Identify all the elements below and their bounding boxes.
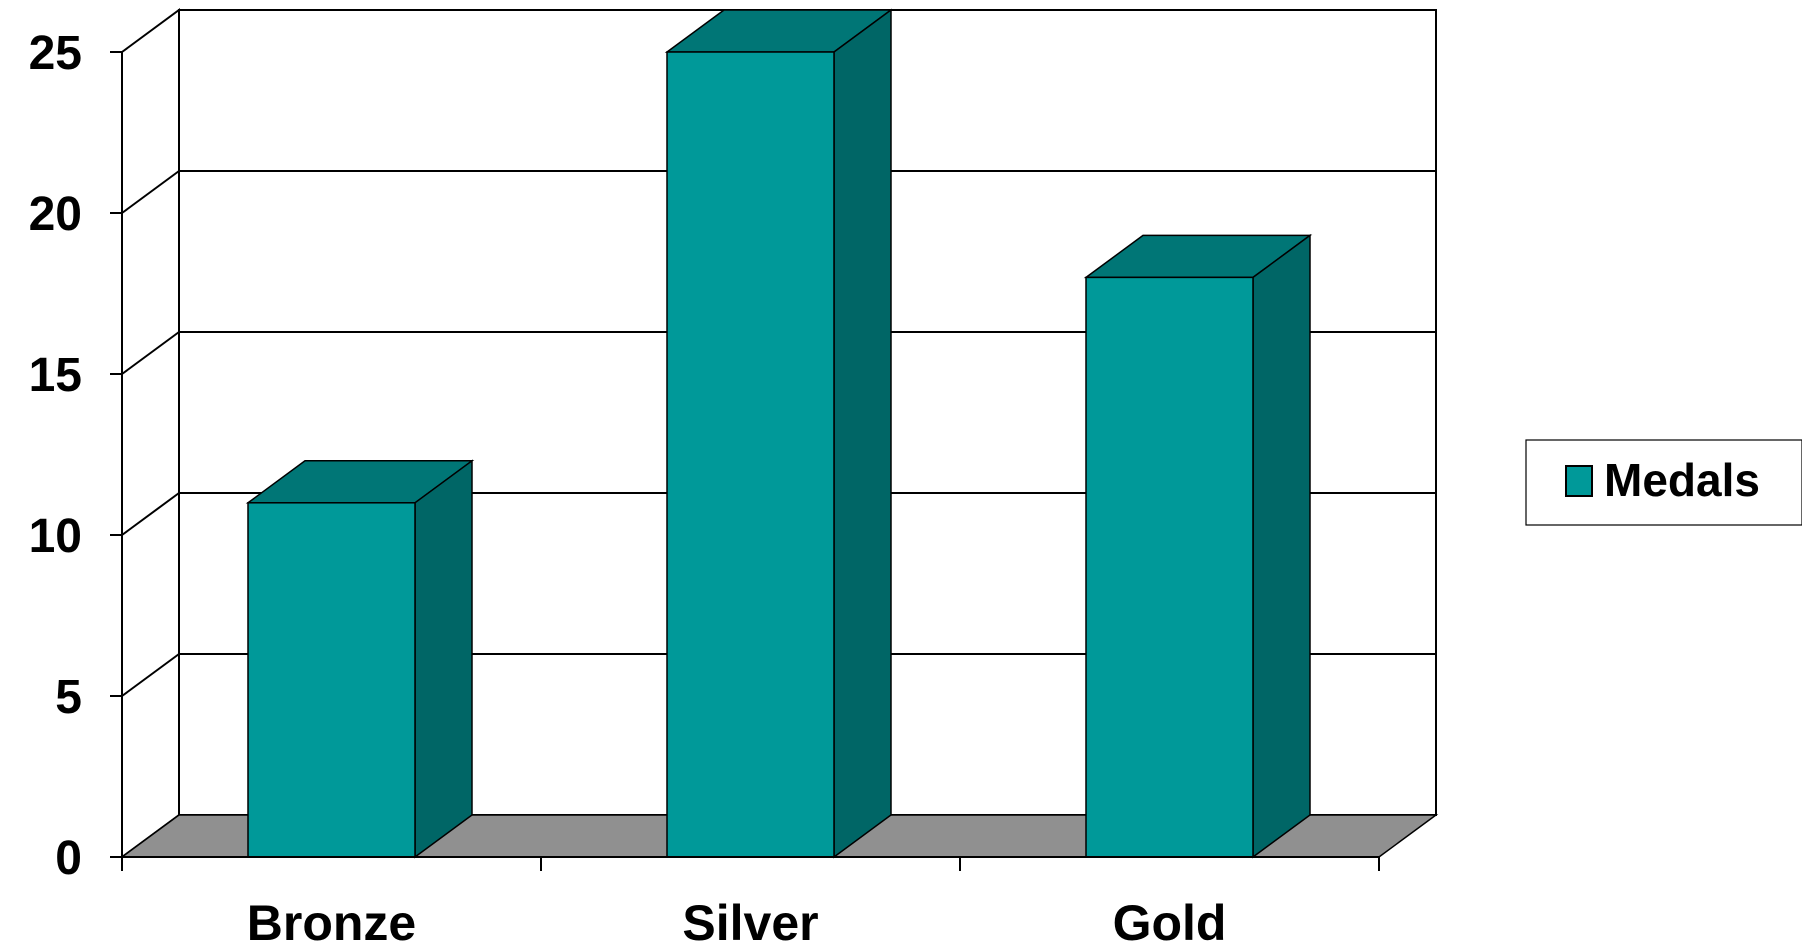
bar-side-bronze <box>414 459 473 859</box>
bar-side-silver <box>833 8 892 859</box>
side-wall <box>121 8 180 859</box>
legend-label: Medals <box>1604 454 1760 506</box>
bar-gold <box>1085 276 1254 858</box>
bar-bronze <box>247 502 416 858</box>
legend-swatch <box>1565 465 1593 497</box>
y-tick-label: 10 <box>29 510 82 563</box>
x-tick-label-gold: Gold <box>1113 895 1227 946</box>
x-tick-label-bronze: Bronze <box>247 895 416 946</box>
bars <box>245 8 1313 859</box>
y-tick-label: 15 <box>29 349 82 402</box>
gridline-diagonal <box>121 170 180 214</box>
legend: Medals <box>1525 439 1802 526</box>
y-tick-label: 25 <box>29 27 82 80</box>
bar-side-gold <box>1252 233 1311 859</box>
x-tick-label-silver: Silver <box>682 895 818 946</box>
bar-silver <box>666 51 835 858</box>
y-tick-label: 20 <box>29 188 82 241</box>
y-tick-label: 0 <box>55 832 82 885</box>
gridline-diagonal <box>121 653 180 697</box>
gridline-diagonal <box>121 492 180 536</box>
gridline-diagonal <box>121 331 180 375</box>
y-tick-label: 5 <box>55 671 82 724</box>
y-axis: 0 5 10 15 20 25 <box>29 27 123 885</box>
x-axis: Bronze Silver Gold <box>121 856 1380 946</box>
